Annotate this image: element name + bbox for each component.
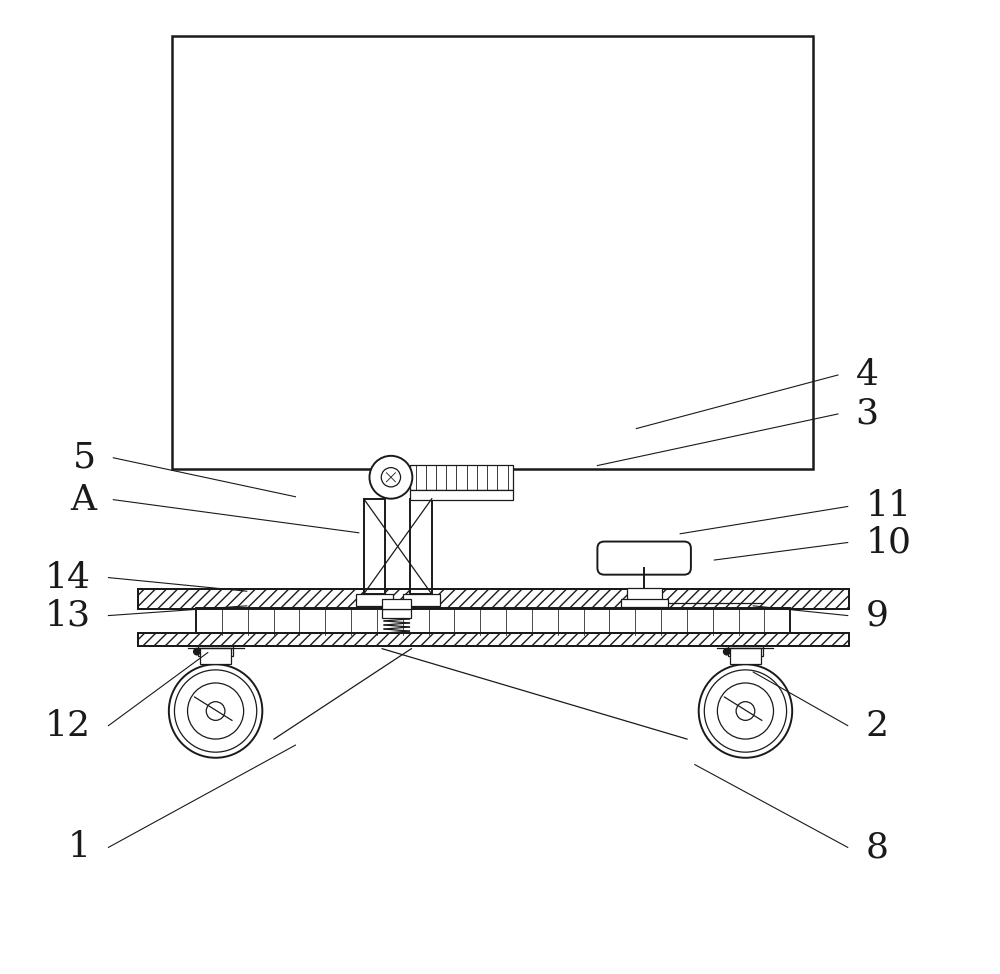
Circle shape [188, 683, 244, 739]
Circle shape [206, 701, 225, 721]
Bar [138, 633, 849, 646]
Bar [138, 633, 849, 646]
Bar [410, 499, 432, 594]
Circle shape [723, 649, 730, 655]
Circle shape [194, 649, 200, 655]
FancyBboxPatch shape [597, 542, 691, 575]
Bar [627, 588, 662, 602]
Text: 8: 8 [865, 831, 888, 864]
Circle shape [169, 664, 262, 758]
Circle shape [736, 701, 755, 721]
Circle shape [381, 468, 401, 487]
Text: 4: 4 [856, 358, 879, 392]
Text: 2: 2 [865, 709, 888, 742]
Bar [200, 648, 231, 664]
Text: 12: 12 [45, 709, 91, 742]
Bar [364, 499, 385, 594]
Text: 10: 10 [865, 526, 911, 559]
Bar [138, 589, 849, 609]
Text: 11: 11 [865, 490, 911, 523]
Text: 9: 9 [865, 599, 888, 632]
Bar [410, 465, 513, 490]
Bar [382, 609, 411, 618]
Circle shape [174, 670, 257, 752]
Bar [138, 589, 849, 609]
Bar [621, 599, 668, 607]
Circle shape [704, 670, 787, 752]
Circle shape [699, 664, 792, 758]
Bar [730, 648, 761, 664]
Text: 14: 14 [45, 561, 91, 594]
Text: 5: 5 [73, 441, 96, 474]
Bar [356, 594, 393, 606]
Bar [403, 594, 440, 606]
Bar [196, 608, 790, 635]
Text: A: A [70, 483, 96, 516]
Circle shape [717, 683, 773, 739]
Text: 3: 3 [856, 397, 879, 431]
Bar [198, 646, 233, 656]
Text: 1: 1 [68, 831, 91, 864]
Bar [410, 490, 513, 500]
Bar [172, 36, 813, 469]
Text: 13: 13 [45, 599, 91, 632]
Bar [728, 646, 763, 656]
Bar [382, 599, 411, 609]
Circle shape [369, 456, 412, 499]
